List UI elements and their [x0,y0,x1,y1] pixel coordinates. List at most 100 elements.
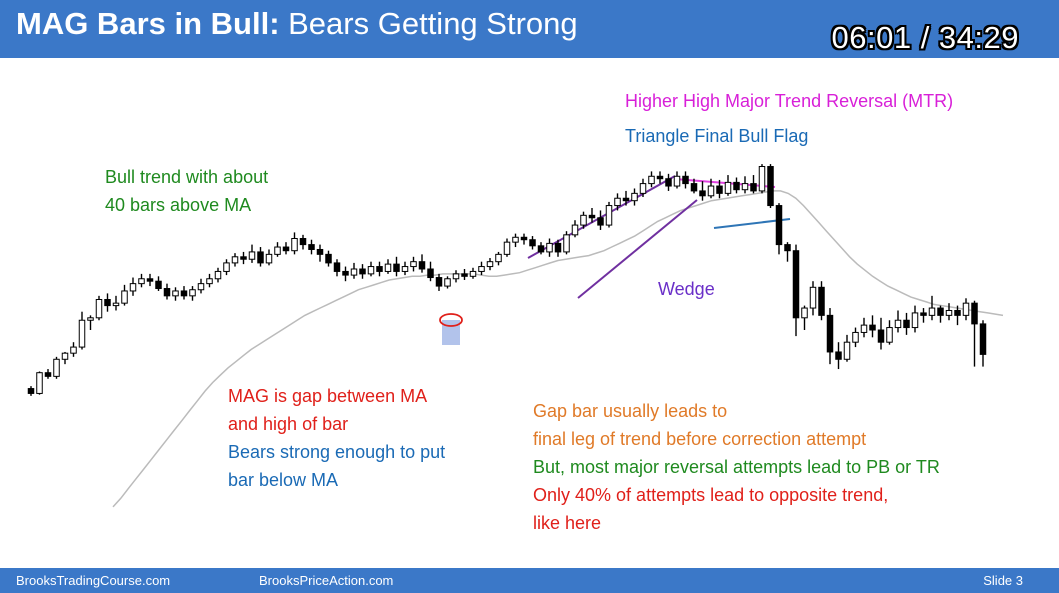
mag-bar-highlight [442,320,460,345]
bear-candle-body [682,175,689,185]
candle [452,270,460,283]
bull-candle-body [495,253,502,263]
moving-average-line [112,190,1004,508]
candle [979,320,987,367]
candle [945,303,953,321]
bear-candle-body [954,309,961,316]
bear-candle-body [308,244,315,250]
candle [410,256,417,272]
candle [750,175,757,194]
bear-candle-body [529,239,536,247]
bear-candle-body [44,372,52,377]
candle [189,286,196,301]
bull-candle-body [197,283,205,291]
candle [937,305,944,323]
bears-note-line-1: Bears strong enough to put [228,442,446,462]
candle [53,356,60,379]
bear-candle-body [818,286,825,316]
bear-candle-body [435,277,443,287]
bear-candle-body [163,288,171,297]
bear-candle-body [427,268,434,279]
bear-candle-body [520,236,528,241]
bear-candle-body [359,268,366,275]
bull-candle-body [639,183,647,194]
bear-candle-body [665,178,672,187]
slide-title-rest: Bears Getting Strong [279,6,578,41]
candle [860,317,868,338]
bear-candle-body [376,266,383,272]
candle [801,305,808,330]
bear-candle-body [597,217,604,226]
bear-candle-body [554,242,562,253]
candle [325,250,332,267]
bears-note: Bears strong enough to put bar below MA [228,438,445,494]
bull-candle-body [486,261,494,268]
candle [342,266,349,282]
bull-candle-body [129,283,137,292]
bull-candle-body [741,183,749,191]
footer-bar: BrooksTradingCourse.com BrooksPriceActio… [0,568,1059,593]
bull-candle-body [274,246,281,255]
candle [367,261,375,277]
candle [512,233,519,248]
bear-candle-body [690,183,698,192]
candle [376,261,383,277]
bull-candle-body [758,166,766,192]
candle [971,300,978,367]
bear-candle-body [835,351,842,360]
candle [265,249,273,266]
mag-note: MAG is gap between MA and high of bar [228,382,427,438]
bear-candle-body [784,244,791,252]
candle [554,239,562,257]
bull-candle-body [231,256,239,264]
bull-candle-body [384,263,392,272]
bull-candle-body [121,290,128,304]
bull-candle-body [801,307,808,319]
bull-candle-body [563,234,570,253]
mag-gap-ellipse [439,313,463,327]
bear-candle-body [877,329,885,343]
bull-candle-body [580,214,587,226]
bull-candle-body [724,181,732,194]
candle [257,247,264,267]
slide-title: MAG Bars in Bull: Bears Getting Strong [16,6,578,42]
wedge-lower-line [577,199,698,299]
candle [826,308,834,365]
bull-trend-note: Bull trend with about 40 bars above MA [105,163,268,219]
candle [274,242,281,257]
bull-candle-body [214,270,222,280]
candle [418,254,426,273]
bull-candle-body [852,331,859,343]
candle [27,386,35,396]
bear-candle-body [180,290,188,297]
gap-bar-note-line-1: Gap bar usually leads to [533,401,728,421]
candle [461,269,468,280]
candle [818,281,825,321]
candle [546,238,553,257]
bull-candle-body [843,341,851,360]
candle [690,178,698,194]
bear-candle-body [393,263,400,272]
bull-candle-body [53,358,60,377]
footer-course-link[interactable]: BrooksTradingCourse.com [16,573,171,588]
bear-candle-body [104,299,111,307]
wedge-note: Wedge [658,279,715,299]
candle [138,273,145,288]
bull-trend-line-1: Bull trend with about [105,167,269,187]
candle [597,210,604,230]
candle [733,177,740,194]
bear-candle-body [979,323,987,355]
candle [172,287,179,301]
slide-number: Slide 3 [983,573,1023,588]
bull-candle-body [138,278,145,285]
bear-candle-body [316,248,324,255]
moving-average-layer [112,190,1004,508]
candle [928,295,936,321]
candle [308,239,315,255]
footer-price-action-link[interactable]: BrooksPriceAction.com [259,573,394,588]
bull-candle-body [87,317,94,321]
bull-candle-body [189,289,196,297]
candle [775,203,783,255]
gap-bar-note: Gap bar usually leads to final leg of tr… [533,397,866,453]
bull-trend-line-2: 40 bars above MA [105,195,252,215]
